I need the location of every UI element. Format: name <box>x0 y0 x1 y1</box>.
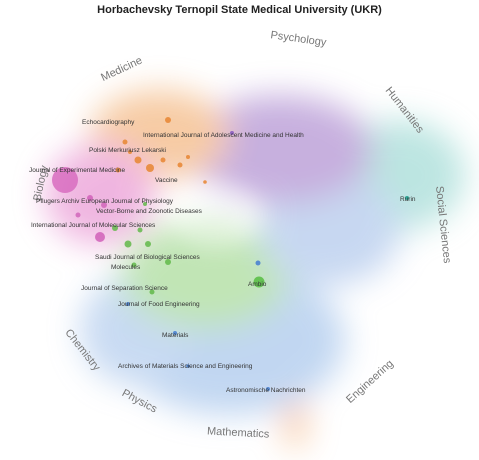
journal-label: Echocardiography <box>82 119 135 126</box>
bubble-blue <box>186 364 190 368</box>
bubble-orange <box>160 157 166 163</box>
journal-label: Rurin <box>400 196 416 203</box>
journal-label: Vector-Borne and Zoonotic Diseases <box>96 208 203 215</box>
discipline-label: Psychology <box>270 29 328 49</box>
journal-label: Astronomische Nachrichten <box>226 387 306 394</box>
bubble-blue <box>126 302 130 306</box>
bubble-journal-of-experimental-medicine <box>52 167 78 193</box>
bubble-green <box>149 289 155 295</box>
bubble-orange <box>115 167 121 173</box>
journal-label: Journal of Separation Science <box>81 285 168 292</box>
journal-label: International Journal of Molecular Scien… <box>31 222 156 229</box>
discipline-label: Medicine <box>99 55 144 84</box>
bubble-orange <box>165 117 171 123</box>
bubble-green <box>124 240 132 248</box>
bubble-green <box>143 202 147 206</box>
journal-label: Saudi Journal of Biological Sciences <box>95 254 201 261</box>
journal-label: Ambio <box>248 281 267 288</box>
bubble-teal <box>405 196 409 200</box>
map-title: Horbachevsky Ternopil State Medical Univ… <box>97 4 382 16</box>
cloud-orange-tail <box>283 390 307 450</box>
discipline-clouds <box>45 90 465 450</box>
bubble-purple <box>230 131 234 135</box>
bubble-blue <box>255 260 261 266</box>
bubble-orange <box>122 139 128 145</box>
cloud-green <box>120 220 290 330</box>
cloud-purple <box>185 95 375 205</box>
bubble-green <box>112 225 118 231</box>
bubble-ambio <box>253 276 265 288</box>
journal-label: Pflugers Archiv European Journal of Phys… <box>36 198 174 205</box>
bubble-pink-small <box>95 232 105 242</box>
journal-label: Vaccine <box>155 177 178 184</box>
journal-label: Journal of Experimental Medicine <box>29 167 125 174</box>
bubble-pink-small <box>87 195 93 201</box>
bubble-blue <box>266 387 270 391</box>
bubble-orange <box>146 164 154 172</box>
journal-label: Journal of Food Engineering <box>118 301 200 308</box>
bubble-orange <box>203 180 207 184</box>
journal-label: Molecules <box>111 264 141 271</box>
journal-label: Archives of Materials Science and Engine… <box>118 363 253 370</box>
bubble-pink-small <box>75 212 81 218</box>
bubble-green <box>137 227 143 233</box>
journal-label: Polski Merkuriusz Lekarski <box>89 147 166 154</box>
journal-label: Materials <box>162 332 189 339</box>
bubble-blue <box>173 331 177 335</box>
bubble-pink-small <box>101 202 107 208</box>
discipline-label: Engineering <box>344 358 396 406</box>
journal-labels: Echocardiography International Journal o… <box>29 119 416 394</box>
bubble-green <box>145 241 151 247</box>
journal-bubbles <box>52 117 409 391</box>
bubble-green <box>165 259 171 265</box>
bubble-green <box>131 262 137 268</box>
bubble-orange <box>186 155 190 159</box>
bubble-orange <box>128 150 132 154</box>
bubble-orange <box>134 156 142 164</box>
discipline-label: Mathematics <box>207 425 270 440</box>
journal-label: International Journal of Adolescent Medi… <box>143 132 304 139</box>
bubble-orange <box>177 162 183 168</box>
